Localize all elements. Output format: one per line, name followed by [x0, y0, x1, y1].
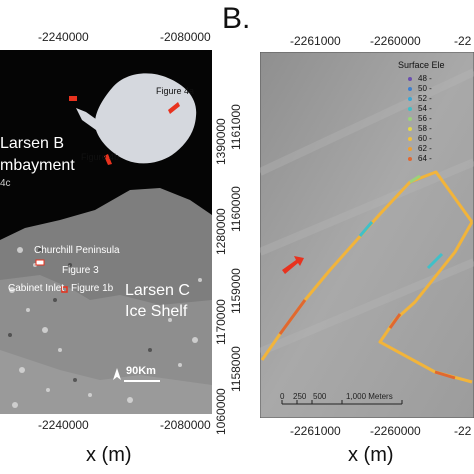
right-y-tick: 1159000 — [229, 268, 243, 314]
legend-entry: 48 - — [398, 74, 474, 84]
legend-swatch — [408, 136, 412, 141]
legend-entry: 64 - — [398, 154, 474, 164]
left-y-tick: 1060000 — [214, 388, 228, 435]
legend-swatch — [408, 86, 412, 91]
legend-entry: 52 - — [398, 94, 474, 104]
left-map-panel: -2240000 -2080000 — [0, 0, 230, 474]
ice-shelf-label: Ice Shelf — [125, 303, 188, 320]
legend-swatch — [408, 106, 412, 111]
larsen-b-label-2: mbayment — [0, 157, 75, 174]
elevation-legend: Surface Ele 48 - 50 - 52 - 54 - 56 - 58 … — [398, 60, 474, 190]
right-x-tick-bottom: -2260000 — [370, 424, 421, 438]
legend-entry-label: 58 - — [418, 124, 432, 133]
left-y-tick: 1390000 — [214, 118, 228, 165]
legend-swatch — [408, 96, 412, 101]
right-x-axis-label: x (m) — [348, 444, 394, 466]
left-x-tick-bottom: -2080000 — [160, 418, 211, 432]
left-x-tick-top: -2240000 — [38, 30, 89, 44]
scale-label: 500 — [313, 392, 327, 401]
legend-swatch — [408, 76, 412, 81]
larsen-b-label: Larsen B — [0, 135, 65, 152]
right-x-tick-top: -22 — [454, 34, 472, 48]
left-satellite-map — [0, 50, 212, 414]
legend-entry-label: 64 - — [418, 154, 432, 163]
legend-title: Surface Ele — [398, 60, 445, 70]
inset-figure-4b-label: Figure 4b — [81, 152, 120, 162]
legend-entry: 60 - — [398, 134, 474, 144]
figure-3-label: Figure 3 — [62, 265, 99, 276]
legend-entry: 50 - — [398, 84, 474, 94]
legend-entry-label: 48 - — [418, 74, 432, 83]
legend-entry: 58 - — [398, 124, 474, 134]
legend-entry-label: 62 - — [418, 144, 432, 153]
legend-entry-label: 50 - — [418, 84, 432, 93]
churchill-peninsula-label: Churchill Peninsula — [34, 245, 120, 256]
scale-label: 0 — [280, 392, 285, 401]
legend-swatch — [408, 116, 412, 121]
legend-entry: 56 - — [398, 114, 474, 124]
left-y-tick: 1280000 — [214, 208, 228, 255]
left-x-axis-label: x (m) — [86, 444, 132, 466]
right-y-tick: 1161000 — [229, 104, 243, 150]
left-x-tick-bottom: -2240000 — [38, 418, 89, 432]
right-x-tick-top: -2261000 — [290, 34, 341, 48]
left-y-tick: 1170000 — [214, 299, 228, 345]
inset-figure-4a-label: Figure 4a — [156, 86, 195, 96]
cabinet-inlet-label: Cabinet Inlet — [8, 283, 65, 294]
right-y-tick: 1158000 — [229, 346, 243, 392]
figure-1b-label: Figure 1b — [71, 283, 114, 294]
legend-entry: 54 - — [398, 104, 474, 114]
right-y-tick: 1160000 — [229, 186, 243, 232]
scale-bar-label: 90Km — [126, 365, 156, 377]
right-x-tick-bottom: -2261000 — [290, 424, 341, 438]
scale-label: 250 — [293, 392, 307, 401]
legend-entry-label: 56 - — [418, 114, 432, 123]
legend-entry-label: 54 - — [418, 104, 432, 113]
right-track-map — [260, 52, 474, 418]
left-x-tick-top: -2080000 — [160, 30, 211, 44]
legend-swatch — [408, 126, 412, 131]
legend-entry: 62 - — [398, 144, 474, 154]
legend-entry-label: 52 - — [418, 94, 432, 103]
right-x-tick-top: -2260000 — [370, 34, 421, 48]
panel-letter-b: B. — [222, 2, 251, 35]
legend-entry-label: 60 - — [418, 134, 432, 143]
legend-swatch — [408, 156, 412, 161]
scale-label: 1,000 Meters — [346, 392, 393, 401]
legend-swatch — [408, 146, 412, 151]
figure-4c-label: 4c — [0, 178, 11, 189]
larsen-c-label: Larsen C — [125, 282, 190, 299]
right-x-tick-bottom: -22 — [454, 424, 472, 438]
